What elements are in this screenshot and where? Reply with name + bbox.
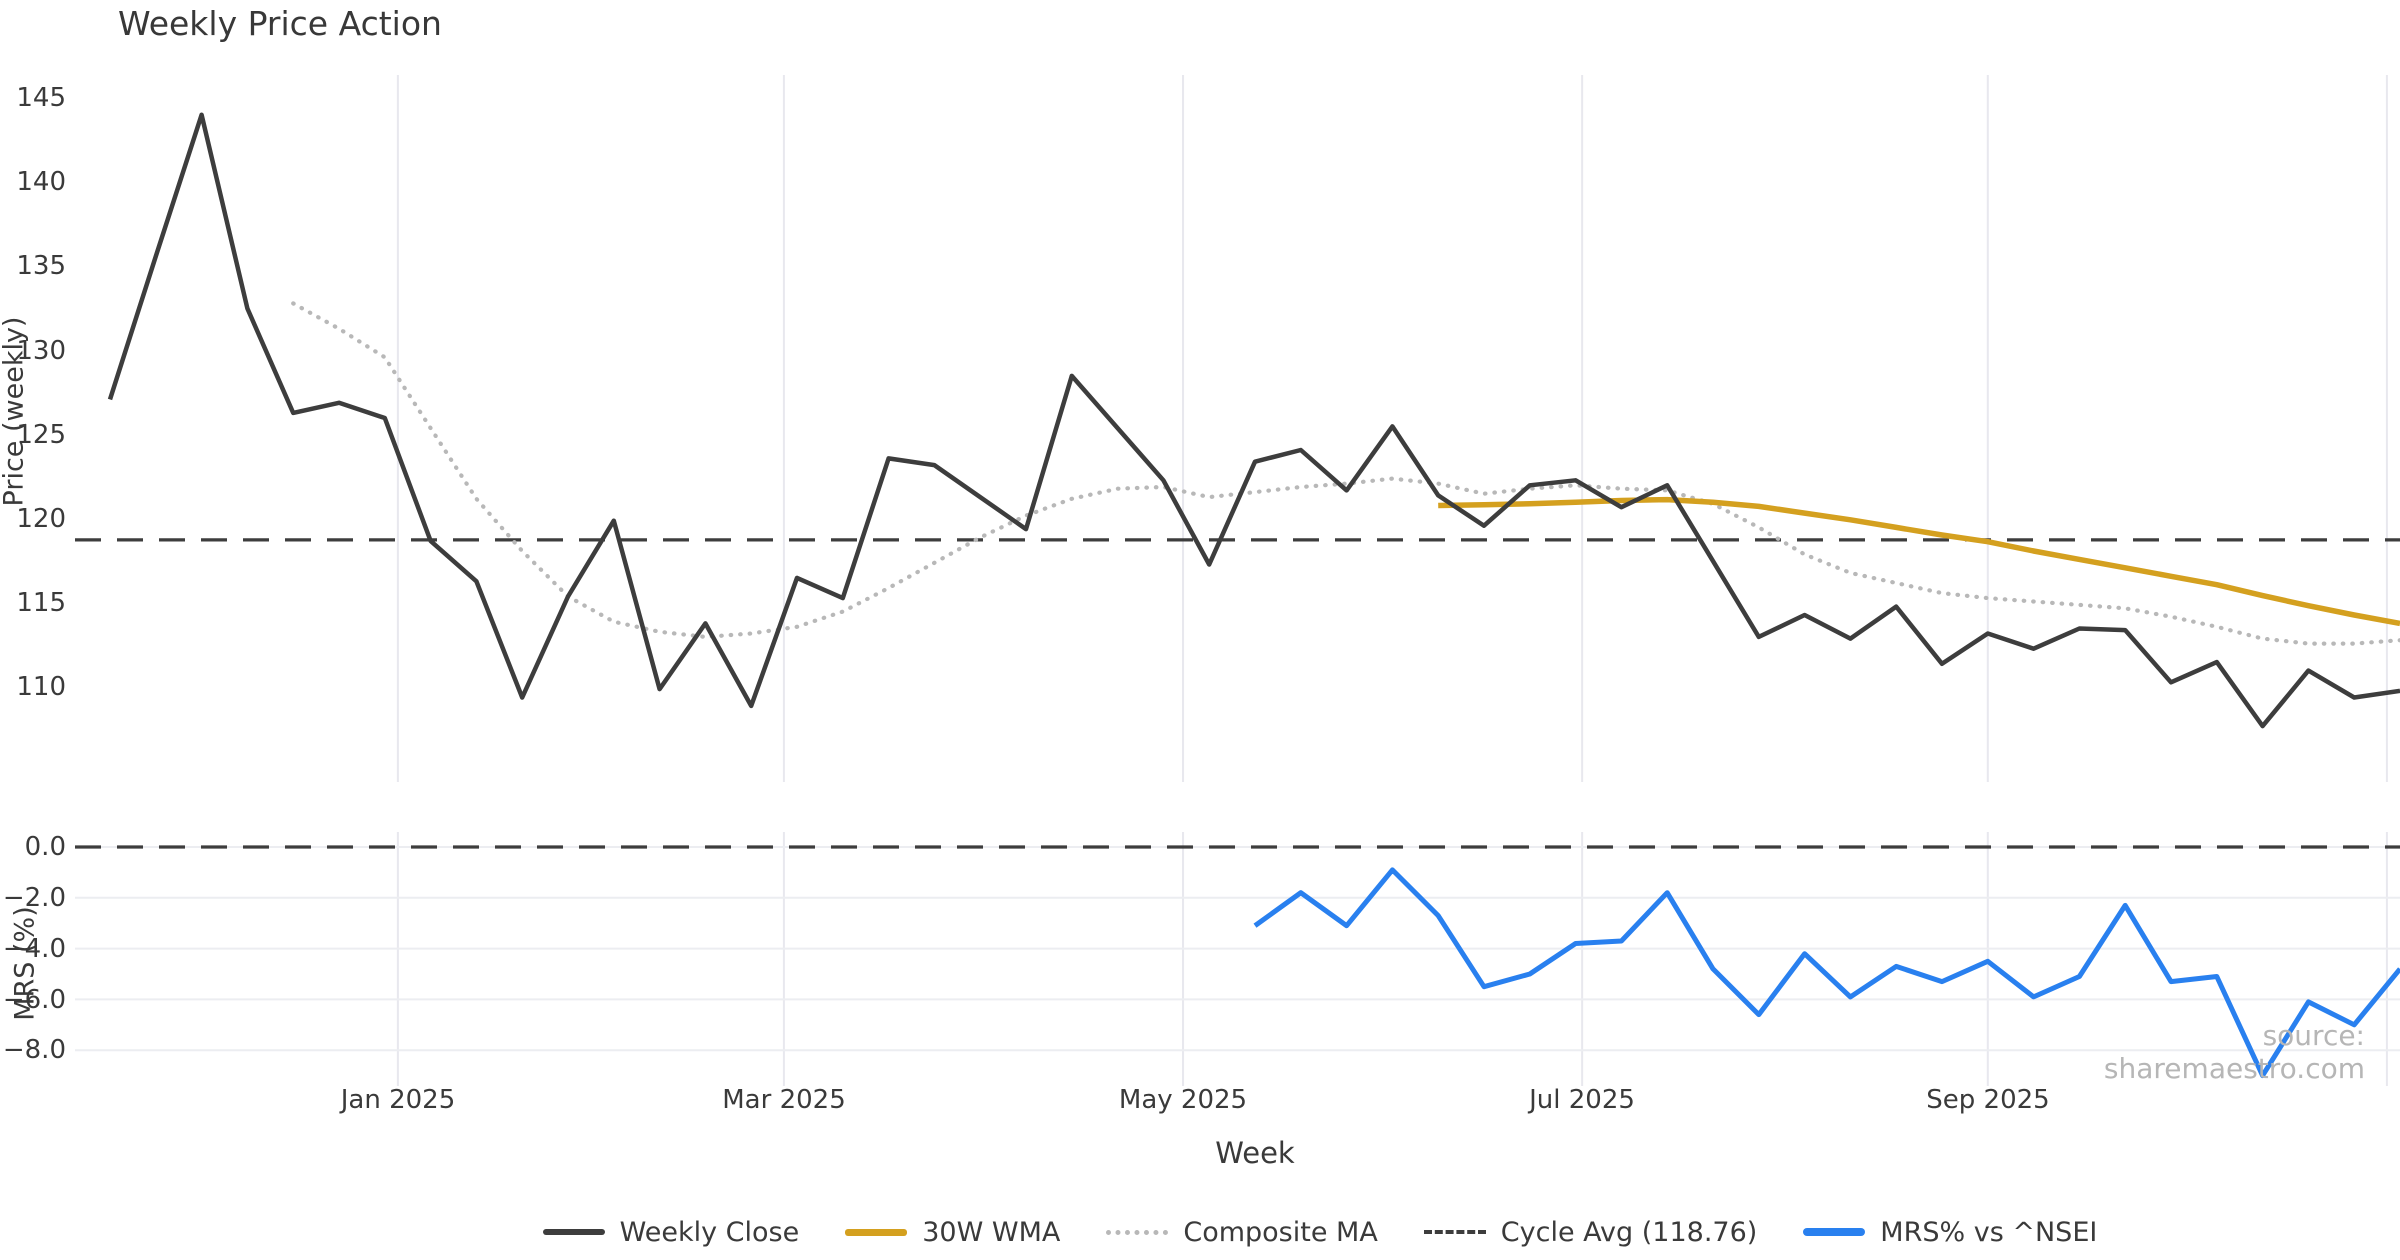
dashed-line-icon xyxy=(1423,1230,1486,1234)
dotted-line-icon xyxy=(1106,1229,1169,1235)
reference-lines xyxy=(75,538,2400,849)
source-watermark: source: sharemaestro.com xyxy=(2103,1019,2365,1085)
x-axis-label: Week xyxy=(1215,1136,1295,1170)
price-ytick: 125 xyxy=(16,420,66,450)
xtick-mar-2025: Mar 2025 xyxy=(722,1085,846,1115)
xtick-sep-2025: Sep 2025 xyxy=(1926,1085,2050,1115)
mrs-ytick: −4.0 xyxy=(2,934,66,964)
price-ytick: 120 xyxy=(16,504,66,534)
legend-label: 30W WMA xyxy=(922,1216,1061,1248)
legend-label: Cycle Avg (118.76) xyxy=(1500,1216,1758,1248)
dark-line-icon xyxy=(542,1229,605,1235)
xtick-jul-2025: Jul 2025 xyxy=(1529,1085,1635,1115)
legend-item-composite-ma: Composite MA xyxy=(1106,1216,1378,1248)
legend: Weekly Close 30W WMA Composite MA Cycle … xyxy=(240,1210,2400,1254)
mrs-ytick: −8.0 xyxy=(2,1035,66,1065)
price-ytick: 135 xyxy=(16,251,66,281)
legend-item-cycle-avg: Cycle Avg (118.76) xyxy=(1423,1216,1758,1248)
page-title: Weekly Price Action xyxy=(118,4,442,43)
price-ytick: 130 xyxy=(16,336,66,366)
legend-item-30w-wma: 30W WMA xyxy=(845,1217,1060,1248)
legend-label: Composite MA xyxy=(1183,1216,1378,1248)
mrs-ytick: −6.0 xyxy=(2,985,66,1015)
price-ytick: 145 xyxy=(16,83,66,113)
mrs-ytick: 0.0 xyxy=(24,832,66,862)
blue-line-icon xyxy=(1803,1228,1866,1236)
month-gridlines xyxy=(396,75,2388,1086)
price-ytick: 140 xyxy=(16,167,66,197)
price-series xyxy=(107,112,2400,729)
legend-item-weekly-close: Weekly Close xyxy=(542,1216,800,1248)
legend-label: Weekly Close xyxy=(619,1216,800,1248)
gold-line-icon xyxy=(845,1228,908,1236)
price-ytick: 115 xyxy=(16,588,66,618)
mrs-series xyxy=(1253,867,2400,1079)
xtick-may-2025: May 2025 xyxy=(1118,1085,1248,1115)
mrs-ytick: −2.0 xyxy=(2,883,66,913)
legend-item-mrs: MRS% vs ^NSEI xyxy=(1803,1217,2097,1248)
legend-label: MRS% vs ^NSEI xyxy=(1880,1216,2098,1248)
xtick-jan-2025: Jan 2025 xyxy=(340,1085,456,1115)
price-ytick: 110 xyxy=(16,672,66,702)
